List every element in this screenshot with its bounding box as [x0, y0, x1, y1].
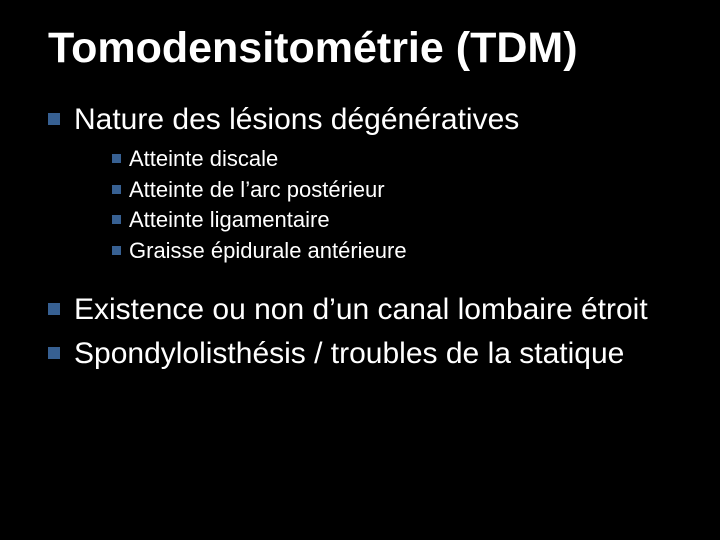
square-bullet-icon — [48, 347, 60, 359]
square-bullet-icon — [112, 185, 121, 194]
sub-list-item: Atteinte de l’arc postérieur — [112, 176, 672, 205]
sub-list-item-text: Graisse épidurale antérieure — [129, 237, 407, 266]
square-bullet-icon — [112, 154, 121, 163]
list-item-text: Nature des lésions dégénératives — [74, 101, 519, 139]
list-item: Nature des lésions dégénératives — [48, 101, 672, 139]
square-bullet-icon — [48, 113, 60, 125]
sub-list-item-text: Atteinte discale — [129, 145, 278, 174]
sub-list-item: Atteinte ligamentaire — [112, 206, 672, 235]
slide-title: Tomodensitométrie (TDM) — [48, 24, 672, 73]
square-bullet-icon — [48, 303, 60, 315]
square-bullet-icon — [112, 215, 121, 224]
sub-list-item-text: Atteinte de l’arc postérieur — [129, 176, 385, 205]
sub-list-item-text: Atteinte ligamentaire — [129, 206, 330, 235]
bullet-list: Nature des lésions dégénératives Atteint… — [48, 101, 672, 372]
list-item-text: Existence ou non d’un canal lombaire étr… — [74, 291, 648, 329]
list-item-text: Spondylolisthésis / troubles de la stati… — [74, 335, 624, 373]
sub-list-item: Atteinte discale — [112, 145, 672, 174]
sub-list: Atteinte discale Atteinte de l’arc posté… — [112, 145, 672, 265]
slide: Tomodensitométrie (TDM) Nature des lésio… — [0, 0, 720, 540]
list-item: Spondylolisthésis / troubles de la stati… — [48, 335, 672, 373]
list-item: Existence ou non d’un canal lombaire étr… — [48, 291, 672, 329]
square-bullet-icon — [112, 246, 121, 255]
sub-list-item: Graisse épidurale antérieure — [112, 237, 672, 266]
